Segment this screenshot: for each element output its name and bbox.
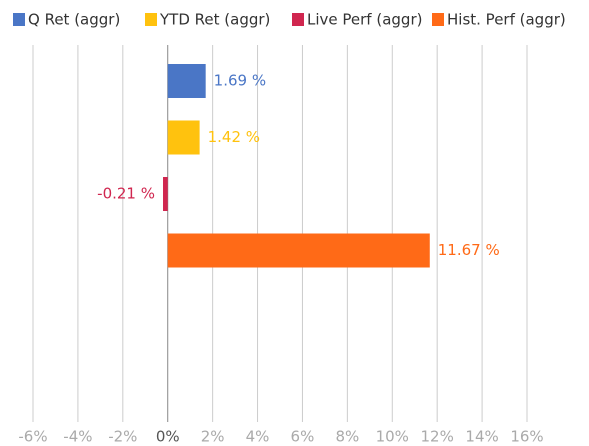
bar (163, 177, 168, 211)
legend-label: Q Ret (aggr) (28, 11, 120, 29)
x-tick-label: 10% (376, 428, 409, 446)
legend-swatch (292, 13, 304, 26)
x-tick-label: 0% (156, 428, 180, 446)
value-label: -0.21 % (97, 185, 155, 203)
x-tick-label: 16% (510, 428, 543, 446)
x-tick-label: 6% (291, 428, 315, 446)
legend-label: YTD Ret (aggr) (159, 11, 270, 29)
x-tick-label: -6% (18, 428, 47, 446)
legend-swatch (432, 13, 444, 26)
x-tick-label: 8% (335, 428, 359, 446)
value-label: 11.67 % (438, 241, 500, 259)
value-label: 1.69 % (214, 72, 266, 90)
bar (167, 120, 200, 155)
x-tick-label: 4% (246, 428, 270, 446)
legend-label: Hist. Perf (aggr) (447, 11, 566, 29)
bar (167, 64, 206, 98)
x-tick-label: 12% (421, 428, 454, 446)
value-label: 1.42 % (208, 128, 260, 146)
legend-swatch (13, 13, 25, 26)
x-tick-label: -4% (63, 428, 92, 446)
x-tick-label: -2% (108, 428, 137, 446)
x-tick-label: 14% (465, 428, 498, 446)
x-tick-label: 2% (201, 428, 225, 446)
legend-label: Live Perf (aggr) (307, 11, 422, 29)
bar (167, 233, 430, 268)
legend-swatch (145, 13, 157, 26)
